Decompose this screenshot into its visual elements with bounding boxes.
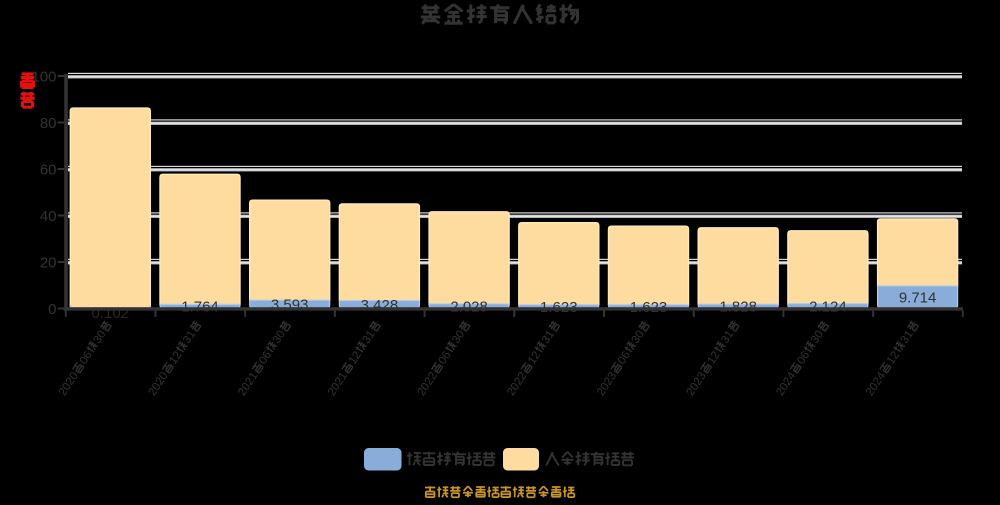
- svg-text:40: 40: [40, 208, 57, 225]
- svg-text:2.028: 2.028: [450, 298, 488, 315]
- svg-text:06: 06: [78, 349, 95, 366]
- svg-text:20: 20: [40, 254, 57, 271]
- svg-text:06: 06: [795, 349, 812, 366]
- svg-text:2.124: 2.124: [809, 298, 847, 315]
- svg-text:12: 12: [167, 349, 184, 366]
- svg-text:60: 60: [40, 161, 57, 178]
- svg-text:0: 0: [48, 301, 56, 318]
- svg-text:06: 06: [437, 349, 454, 366]
- svg-text:12: 12: [347, 349, 364, 366]
- svg-text:80: 80: [40, 115, 57, 132]
- svg-text:31: 31: [540, 329, 557, 346]
- svg-text:3.593: 3.593: [271, 297, 309, 314]
- svg-text:06: 06: [616, 349, 633, 366]
- svg-text:31: 31: [719, 329, 736, 346]
- svg-text:12: 12: [885, 349, 902, 366]
- svg-text:30: 30: [271, 329, 288, 346]
- svg-text:12: 12: [706, 349, 723, 366]
- svg-text:12: 12: [526, 349, 543, 366]
- svg-text:30: 30: [91, 329, 108, 346]
- svg-text:30: 30: [630, 329, 647, 346]
- svg-text:30: 30: [450, 329, 467, 346]
- svg-text:06: 06: [257, 349, 274, 366]
- svg-text:3.428: 3.428: [361, 297, 399, 314]
- svg-text:9.714: 9.714: [899, 290, 937, 307]
- svg-text:100: 100: [31, 68, 56, 85]
- svg-text:31: 31: [361, 329, 378, 346]
- svg-text:30: 30: [809, 329, 826, 346]
- svg-text:31: 31: [181, 329, 198, 346]
- svg-text:31: 31: [899, 329, 916, 346]
